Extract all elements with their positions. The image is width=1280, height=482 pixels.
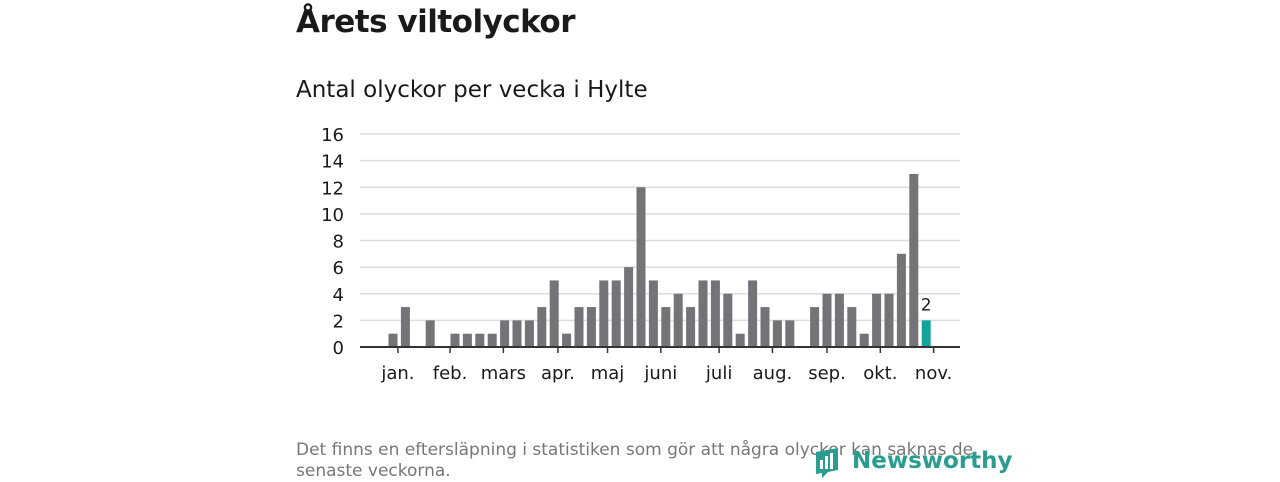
gridlines [360,133,960,322]
y-axis-ticks: 0 2 4 6 8 10 12 14 16 [321,125,344,359]
newsworthy-logo-text: Newsworthy [852,448,1013,474]
y-tick-label: 4 [333,285,344,306]
bar [785,320,795,347]
bar [772,320,782,347]
chart-title: Antal olyckor per vecka i Hylte [296,77,648,103]
x-tick-label: sep. [808,363,846,384]
bar [462,333,472,347]
bar [512,320,522,347]
y-tick-label: 12 [321,178,344,199]
bar [537,307,547,347]
bar [611,280,621,347]
bar [723,293,733,347]
page-title: Årets viltolyckor [296,4,576,40]
bar [636,187,646,347]
x-tick-label: nov. [915,363,952,384]
x-tick-label: okt. [863,363,897,384]
y-tick-label: 16 [321,125,344,146]
x-tick-label: aug. [753,363,793,384]
x-tick-label: mars [481,363,526,384]
bar [500,320,510,347]
bar [624,267,634,347]
x-tick-label: feb. [433,363,468,384]
x-tick-label: apr. [541,363,575,384]
bar [524,320,534,347]
y-tick-label: 14 [321,152,344,173]
x-tick-label: maj [591,363,625,384]
bar [884,293,894,347]
newsworthy-logo-icon [816,448,838,478]
bar [735,333,745,347]
y-tick-label: 8 [333,232,344,253]
bar [574,307,584,347]
bar-highlight-label: 2 [921,295,932,315]
bar [549,280,559,347]
bar [450,333,460,347]
bar [896,253,906,347]
x-tick-label: juni [643,363,677,384]
data-labels: 2 [921,295,932,315]
footnote: Det finns en eftersläpning i statistiken… [296,440,974,481]
bar [599,280,609,347]
x-tick-label: jan. [380,363,414,384]
y-tick-label: 10 [321,205,344,226]
bar [425,320,435,347]
bar [698,280,708,347]
bar [872,293,882,347]
x-axis: jan. feb. mars apr. maj juni juli aug. sep. okt. n… [360,346,960,384]
bar [710,280,720,347]
bars [388,173,931,347]
bar [673,293,683,347]
bar [859,333,869,347]
bar [760,307,770,347]
y-tick-label: 0 [333,338,344,359]
bar [909,173,919,347]
bar-chart: 0 2 4 6 8 10 12 14 16 jan. feb. mars apr. maj juni jul… [321,125,960,384]
y-tick-label: 2 [333,311,344,332]
bar [810,307,820,347]
bar [475,333,485,347]
bar-highlight [921,320,931,347]
bar [388,333,398,347]
bar [748,280,758,347]
bar [686,307,696,347]
y-tick-label: 6 [333,258,344,279]
bar [586,307,596,347]
bar [487,333,497,347]
bar [834,293,844,347]
bar [661,307,671,347]
newsworthy-logo: Newsworthy [814,446,1013,480]
bar [822,293,832,347]
bar [562,333,572,347]
x-tick-label: juli [705,363,732,384]
bar [648,280,658,347]
bar [847,307,857,347]
bar [400,307,410,347]
